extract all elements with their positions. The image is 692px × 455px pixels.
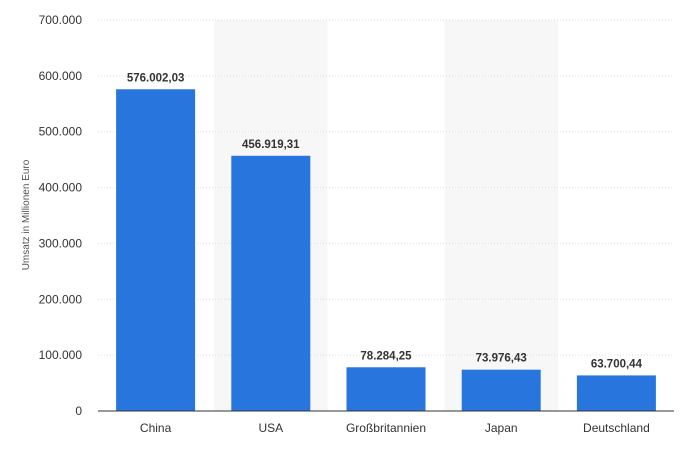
x-axis-categories: China USA Großbritannien Japan Deutschland [140, 421, 650, 435]
category-label: China [140, 421, 172, 435]
band-3 [444, 20, 558, 411]
bar-usa [231, 155, 311, 411]
category-label: Japan [485, 421, 518, 435]
y-tick-label: 200.000 [39, 292, 83, 306]
y-tick-label: 100.000 [39, 348, 83, 362]
category-label: Großbritannien [346, 421, 426, 435]
data-label: 576.002,03 [127, 72, 185, 84]
y-axis-ticks: 0 100.000 200.000 300.000 400.000 500.000 600.… [39, 13, 83, 418]
category-label: USA [258, 421, 283, 435]
y-tick-label: 400.000 [39, 181, 83, 195]
y-tick-label: 500.000 [39, 125, 83, 139]
y-axis-label: Umsatz in Millionen Euro [21, 159, 32, 270]
bar-deutschland [576, 375, 656, 411]
category-label: Deutschland [583, 421, 650, 435]
bars [116, 89, 656, 412]
y-tick-label: 0 [75, 404, 82, 418]
data-labels: 576.002,03 456.919,31 78.284,25 73.976,43 63… [127, 72, 643, 370]
y-tick-label: 300.000 [39, 236, 83, 250]
bar-japan [461, 369, 541, 411]
bar-großbritannien [346, 367, 426, 411]
data-label: 456.919,31 [242, 139, 300, 151]
data-label: 63.700,44 [591, 358, 643, 370]
data-label: 73.976,43 [476, 353, 527, 365]
data-label: 78.284,25 [360, 350, 412, 362]
y-tick-label: 700.000 [39, 13, 83, 27]
y-tick-label: 600.000 [39, 69, 83, 83]
bar-china [116, 89, 196, 412]
